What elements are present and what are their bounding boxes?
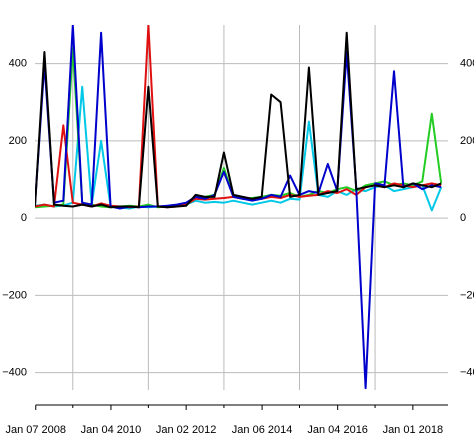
y-tick-label-right: −200 (460, 289, 474, 301)
x-tick-label: Jan 04 2016 (307, 424, 368, 436)
y-tick-label: −400 (2, 367, 27, 379)
series-line (35, 25, 442, 390)
plot-area (35, 25, 443, 390)
y-tick-label-right: 0 (460, 212, 466, 224)
x-tick-label: Jan 06 2014 (232, 424, 293, 436)
x-tick-label: Jan 07 2008 (5, 424, 66, 436)
y-tick-label: 200 (9, 135, 27, 147)
y-tick-label: 0 (21, 212, 27, 224)
y-tick-label-right: 200 (460, 135, 474, 147)
x-tick-label: Jan 04 2010 (81, 424, 142, 436)
x-tick-label: Jan 01 2018 (383, 424, 444, 436)
x-tick-label: Jan 02 2012 (156, 424, 217, 436)
y-tick-label-right: 400 (460, 58, 474, 70)
y-tick-label-right: −400 (460, 367, 474, 379)
series-line (35, 85, 443, 212)
y-tick-label: 400 (9, 58, 27, 70)
series-line (35, 31, 442, 209)
y-tick-label: −200 (2, 289, 27, 301)
